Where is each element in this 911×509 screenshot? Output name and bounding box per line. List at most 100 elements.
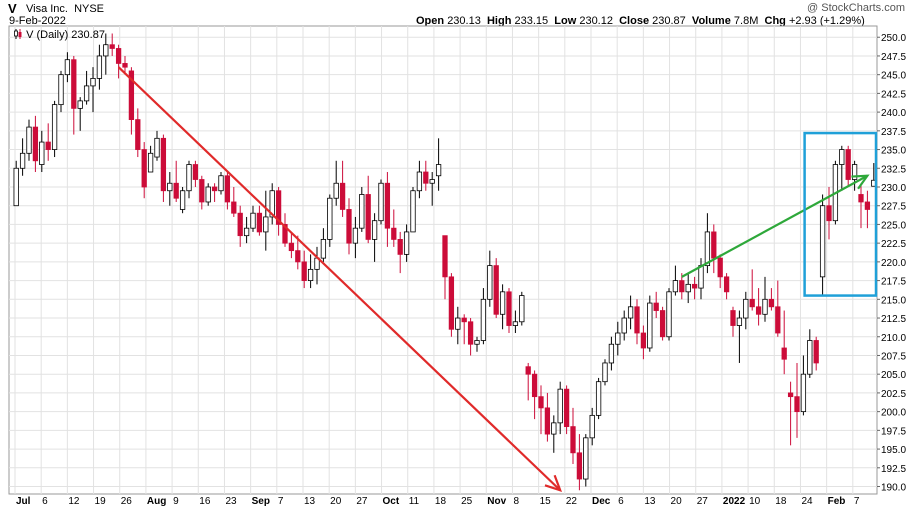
candle-body bbox=[423, 171, 429, 184]
candle-body bbox=[685, 283, 691, 293]
x-tick-label: Nov bbox=[487, 496, 506, 507]
candle-body bbox=[128, 70, 135, 121]
x-tick-label: 18 bbox=[435, 496, 447, 507]
y-tick-label: 222.5 bbox=[881, 239, 906, 250]
candle-body bbox=[499, 291, 506, 315]
x-tick-label: 24 bbox=[801, 496, 813, 507]
candle-body bbox=[397, 239, 403, 255]
x-tick-label: Oct bbox=[383, 496, 400, 507]
candle-body bbox=[39, 141, 45, 165]
candle-body bbox=[506, 291, 512, 326]
candle-body bbox=[730, 310, 736, 326]
header-date: 9-Feb-2022 bbox=[9, 15, 66, 27]
candle-body bbox=[538, 396, 544, 409]
candle-body bbox=[83, 85, 90, 102]
y-tick-label: 235.0 bbox=[881, 146, 906, 157]
candle-body bbox=[320, 239, 327, 259]
candle-body bbox=[301, 261, 307, 281]
candle-body bbox=[711, 231, 717, 259]
candle-body bbox=[858, 194, 864, 203]
y-tick-label: 247.5 bbox=[881, 52, 906, 63]
highlight-box bbox=[803, 131, 878, 297]
candle-body bbox=[365, 194, 371, 240]
candle-body bbox=[109, 44, 115, 49]
y-tick-label: 195.0 bbox=[881, 445, 906, 456]
x-tick-label: 9 bbox=[173, 496, 179, 507]
x-tick-label: Feb bbox=[828, 496, 846, 507]
candle-body bbox=[416, 171, 423, 192]
candle-body bbox=[563, 388, 570, 428]
candle-body bbox=[800, 373, 807, 413]
candle-body bbox=[807, 340, 813, 375]
candle-body bbox=[781, 347, 787, 360]
x-axis: Jul 6 12 19 26 Aug 9 16 23 Sep 7 13 20 27 Oct 11 18 25 Nov… bbox=[16, 496, 860, 507]
candle-body bbox=[467, 321, 474, 345]
y-tick-label: 240.0 bbox=[881, 108, 906, 119]
x-tick-label: 11 bbox=[409, 496, 420, 507]
candle-body bbox=[115, 48, 122, 64]
candle-body bbox=[211, 186, 218, 192]
candle-body bbox=[64, 59, 71, 76]
candle-body bbox=[90, 78, 96, 87]
x-tick-label: 8 bbox=[513, 496, 519, 507]
candle-body bbox=[19, 152, 26, 169]
uptrend-arrow-line bbox=[681, 174, 868, 278]
candle-body bbox=[45, 141, 51, 150]
volume-value: 7.8M bbox=[733, 15, 759, 27]
candle-body bbox=[13, 167, 19, 207]
open-label: Open bbox=[416, 15, 445, 27]
candle-body bbox=[640, 332, 647, 349]
candle-body bbox=[647, 302, 653, 349]
candle-body bbox=[269, 190, 275, 218]
candle-body bbox=[480, 298, 487, 341]
candle-body bbox=[583, 437, 589, 480]
x-tick-label: 22 bbox=[566, 496, 578, 507]
candle-body bbox=[653, 302, 659, 311]
x-tick-label: Jul bbox=[16, 496, 31, 507]
y-tick-label: 215.0 bbox=[881, 295, 906, 306]
y-tick-label: 230.0 bbox=[881, 183, 906, 194]
chg-value: +2.93 (+1.29%) bbox=[788, 15, 865, 27]
candle-body bbox=[26, 126, 32, 154]
candle-body bbox=[455, 317, 461, 330]
candle-body bbox=[679, 280, 685, 293]
candle-body bbox=[141, 149, 147, 188]
candle-body bbox=[512, 321, 519, 326]
low-label: Low bbox=[554, 15, 577, 27]
candle-body bbox=[672, 280, 679, 293]
candle-body bbox=[288, 242, 295, 252]
candle-body bbox=[519, 295, 525, 323]
downtrend-arrow-head bbox=[544, 474, 563, 493]
x-tick-label: 27 bbox=[697, 496, 709, 507]
x-tick-label: 19 bbox=[95, 496, 107, 507]
candle-body bbox=[442, 235, 448, 278]
candle-body bbox=[237, 212, 243, 237]
y-tick-label: 232.5 bbox=[881, 164, 906, 175]
candle-body bbox=[602, 362, 608, 383]
candle-body bbox=[224, 175, 231, 203]
candle-body bbox=[826, 205, 832, 222]
x-tick-label: 27 bbox=[356, 496, 368, 507]
candle-body bbox=[339, 182, 346, 210]
candle-body bbox=[307, 268, 314, 281]
candle-body bbox=[531, 373, 538, 398]
brand-watermark: @ StockCharts.com bbox=[807, 2, 905, 14]
x-tick-label: Aug bbox=[147, 496, 166, 507]
candle-body bbox=[173, 182, 179, 199]
y-tick-label: 202.5 bbox=[881, 389, 906, 400]
ticker-symbol: V bbox=[8, 1, 17, 16]
candle-body bbox=[199, 179, 205, 203]
candle-body bbox=[627, 306, 634, 319]
candle-body bbox=[557, 388, 563, 424]
candle-body bbox=[634, 306, 640, 334]
candle-body bbox=[103, 44, 109, 57]
candle-body bbox=[525, 366, 531, 375]
high-value: 233.15 bbox=[514, 15, 549, 27]
candle-body bbox=[621, 317, 627, 334]
y-tick-label: 245.0 bbox=[881, 71, 906, 82]
candles bbox=[13, 33, 877, 491]
y-tick-label: 250.0 bbox=[881, 33, 906, 44]
chg-label: Chg bbox=[764, 15, 786, 27]
x-tick-label: 6 bbox=[42, 496, 48, 507]
x-tick-label: 2022 bbox=[723, 496, 746, 507]
